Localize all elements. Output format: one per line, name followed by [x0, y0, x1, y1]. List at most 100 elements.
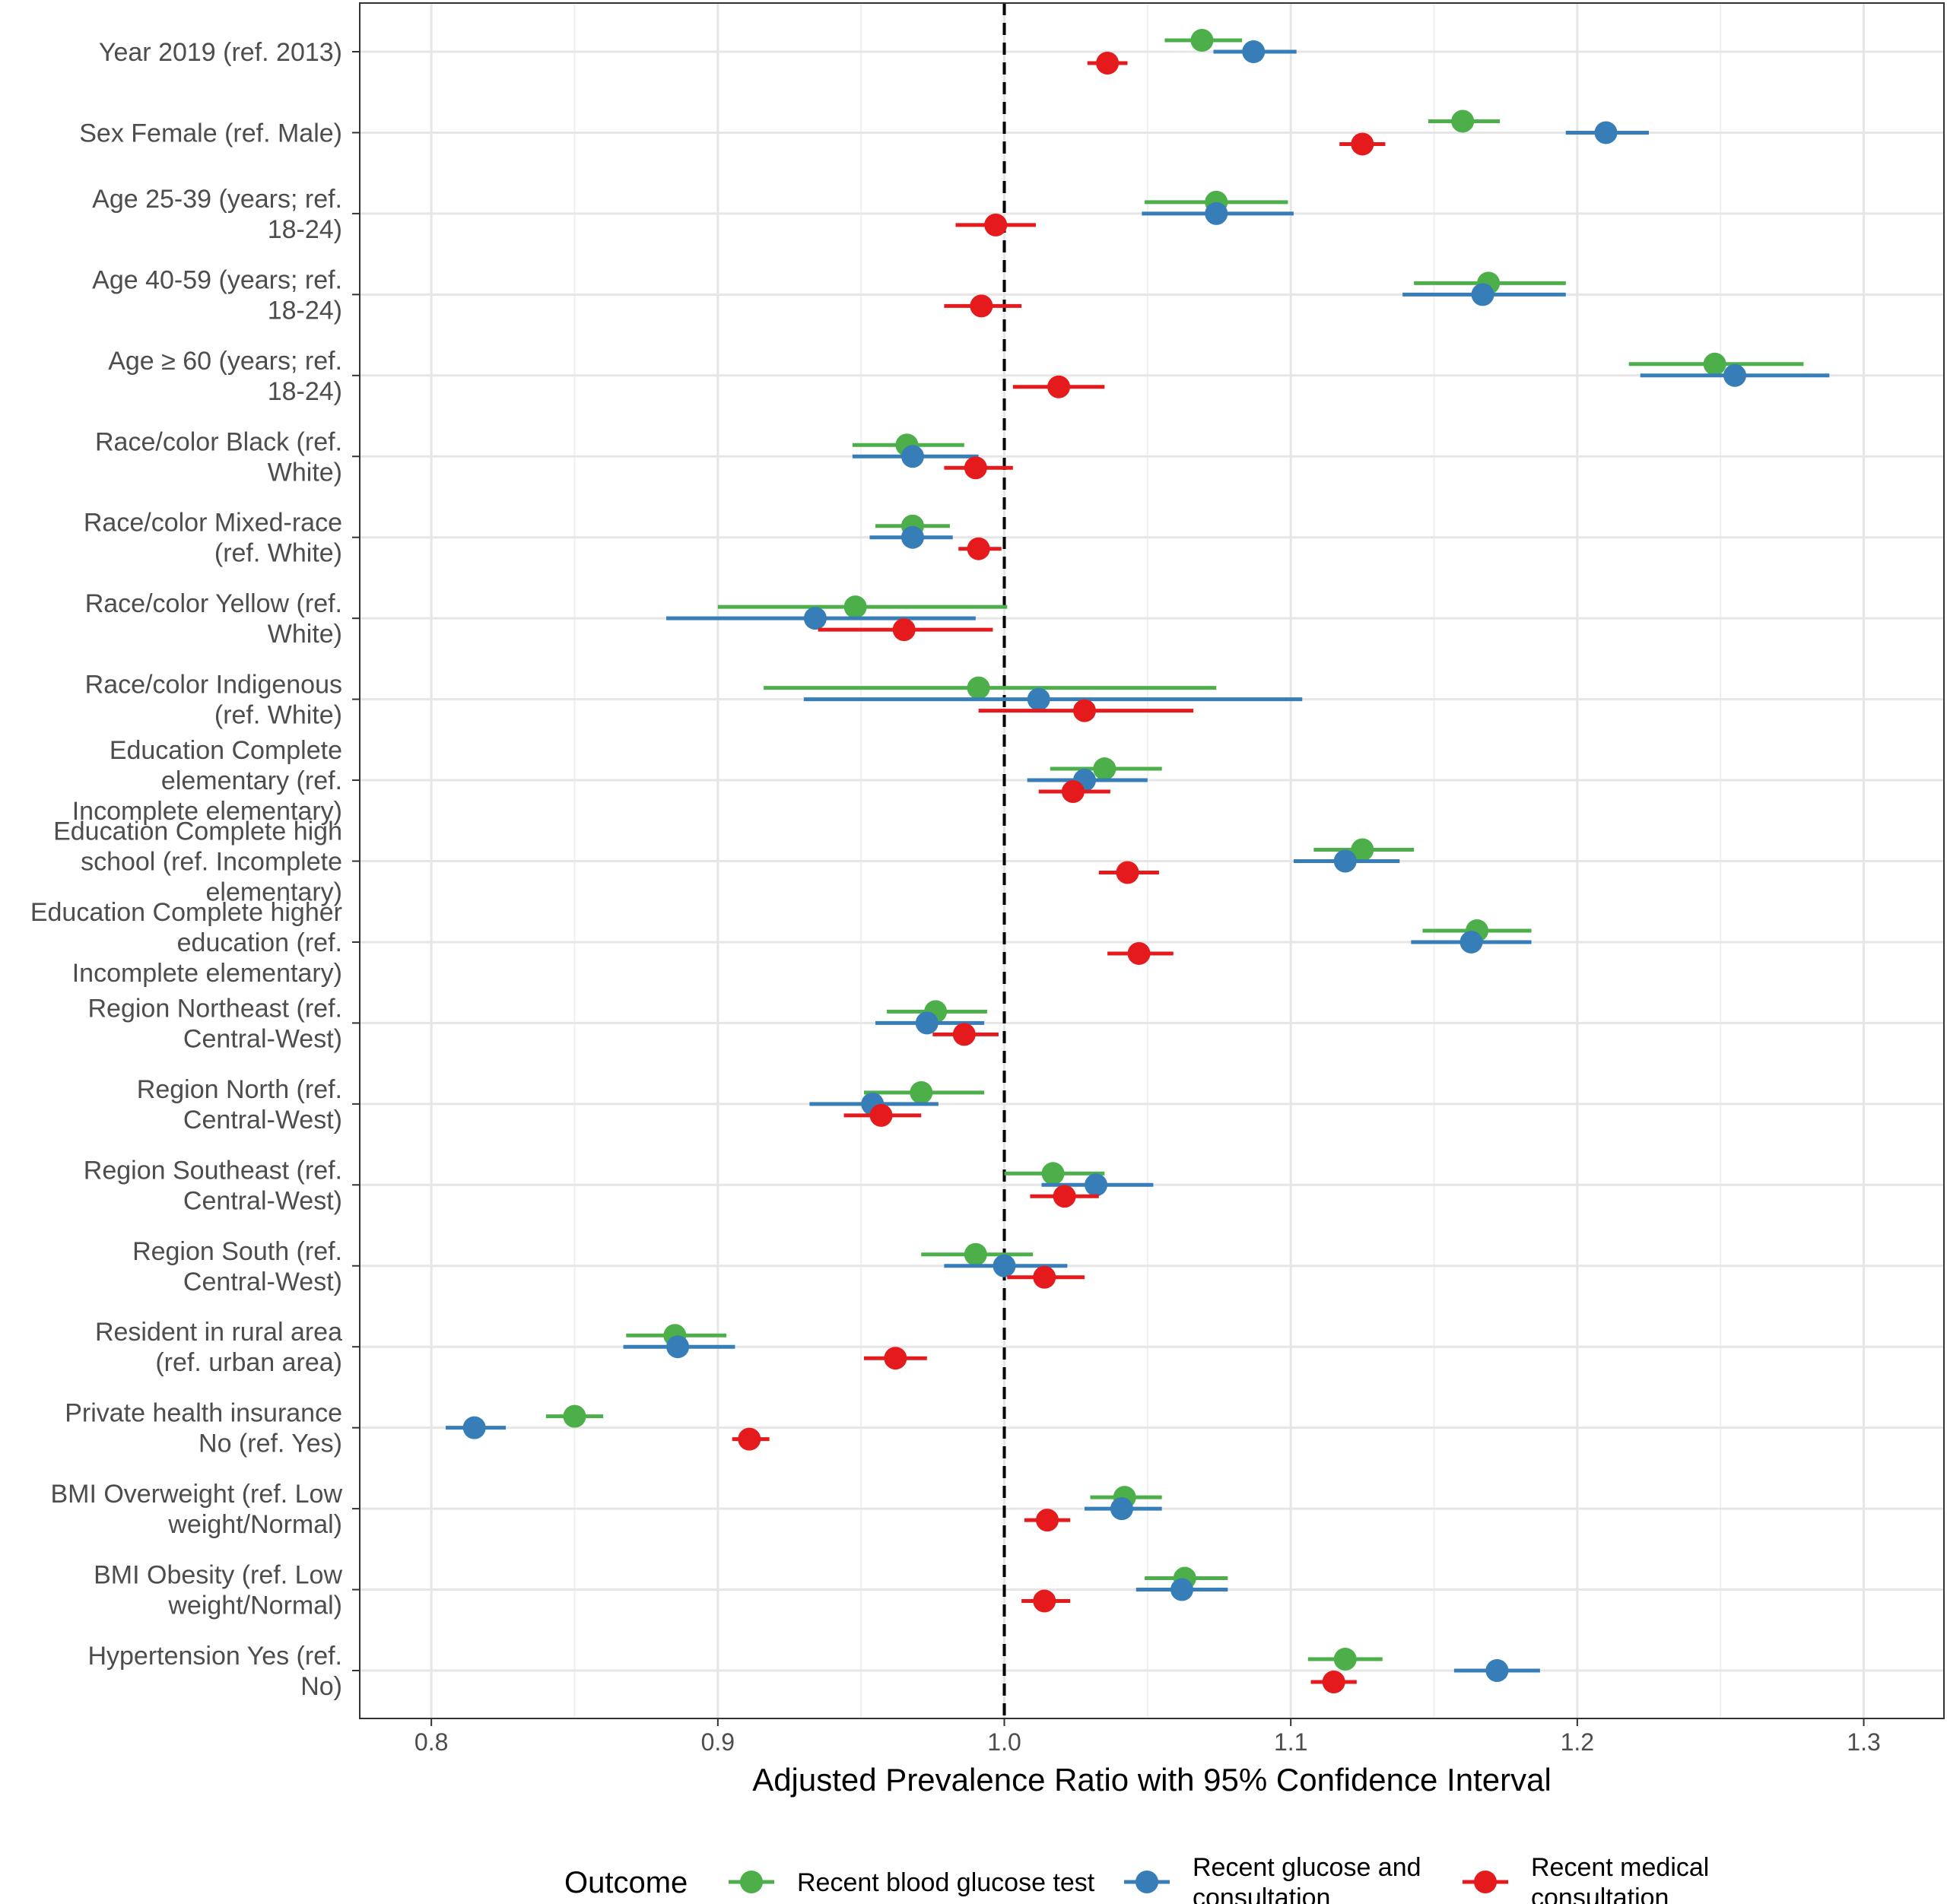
- x-tick-label: 1.3: [1847, 1728, 1880, 1756]
- estimate-point-glucose: [1451, 109, 1475, 133]
- y-tick-label: Incomplete elementary): [72, 797, 342, 826]
- y-tick-label: (ref. White): [214, 701, 342, 730]
- y-tick-label: Hypertension Yes (ref.: [87, 1642, 342, 1671]
- y-tick-label: Race/color Indigenous: [85, 671, 342, 700]
- x-tick-label: 1.0: [987, 1728, 1021, 1756]
- estimate-point-both: [462, 1416, 486, 1439]
- estimate-point-medical: [1053, 1185, 1076, 1208]
- y-tick-label: White): [268, 458, 342, 487]
- estimate-point-medical: [1033, 1589, 1056, 1613]
- y-tick-label: Central-West): [183, 1186, 342, 1215]
- y-tick-label: Year 2019 (ref. 2013): [99, 38, 342, 67]
- estimate-point-both: [1485, 1659, 1509, 1682]
- estimate-point-both: [1459, 930, 1483, 954]
- estimate-point-medical: [952, 1023, 976, 1046]
- legend-title: Outcome: [564, 1866, 688, 1899]
- estimate-point-both: [803, 607, 827, 630]
- estimate-point-both: [1723, 363, 1747, 387]
- y-tick-label: (ref. urban area): [155, 1348, 342, 1377]
- estimate-point-both: [666, 1335, 690, 1359]
- estimate-point-glucose: [1093, 757, 1116, 781]
- estimate-point-medical: [984, 213, 1008, 236]
- legend-key-point-medical: [1474, 1871, 1497, 1893]
- y-tick-label: weight/Normal): [167, 1510, 342, 1539]
- legend-label-glucose: Recent blood glucose test: [797, 1868, 1095, 1897]
- y-tick-label: Sex Female (ref. Male): [79, 119, 342, 148]
- estimate-point-medical: [964, 456, 987, 480]
- y-tick-label: Region Southeast (ref.: [84, 1156, 342, 1185]
- y-tick-label: 18-24): [268, 296, 342, 325]
- y-tick-label: Incomplete elementary): [72, 959, 342, 988]
- estimate-point-both: [900, 445, 924, 468]
- x-tick-label: 1.2: [1561, 1728, 1594, 1756]
- legend-label-both: Recent glucose and: [1193, 1853, 1421, 1882]
- estimate-point-medical: [1127, 941, 1151, 965]
- estimate-point-medical: [1061, 780, 1085, 804]
- estimate-point-medical: [967, 537, 990, 560]
- legend: Outcome Recent blood glucose test Recent g…: [564, 1853, 1709, 1904]
- y-tick-label: (ref. White): [214, 539, 342, 568]
- y-tick-label: Resident in rural area: [95, 1318, 342, 1347]
- y-tick-label: school (ref. Incomplete: [81, 848, 342, 877]
- y-tick-label: Education Complete high: [53, 817, 342, 846]
- y-tick-label: BMI Overweight (ref. Low: [50, 1480, 342, 1509]
- estimate-point-glucose: [910, 1081, 933, 1104]
- y-tick-label: Central-West): [183, 1024, 342, 1053]
- y-tick-label: Age ≥ 60 (years; ref.: [108, 347, 342, 376]
- estimate-point-both: [1110, 1497, 1133, 1521]
- estimate-point-both: [1242, 40, 1266, 63]
- x-tick-label: 0.9: [701, 1728, 735, 1756]
- estimate-point-medical: [970, 294, 993, 318]
- estimate-point-both: [915, 1011, 939, 1035]
- estimate-point-medical: [869, 1103, 893, 1127]
- estimate-point-glucose: [563, 1404, 586, 1428]
- data-marks: [446, 29, 1830, 1693]
- estimate-point-both: [1205, 202, 1228, 225]
- y-tick-label: Race/color Mixed-race: [84, 509, 342, 538]
- y-tick-label: Race/color Yellow (ref.: [85, 589, 342, 618]
- y-tick-label: BMI Obesity (ref. Low: [94, 1561, 342, 1590]
- y-tick-label: elementary (ref.: [161, 766, 342, 795]
- y-tick-label: No (ref. Yes): [199, 1430, 342, 1458]
- estimate-point-medical: [1322, 1671, 1345, 1693]
- estimate-point-both: [1471, 283, 1494, 306]
- y-tick-label: Central-West): [183, 1268, 342, 1296]
- estimate-point-glucose: [964, 1242, 987, 1266]
- y-tick-label: Race/color Black (ref.: [95, 427, 342, 456]
- estimate-point-both: [1594, 121, 1618, 144]
- legend-label-medical: consultation: [1531, 1883, 1669, 1904]
- estimate-point-medical: [1351, 132, 1374, 156]
- y-tick-label: Region Northeast (ref.: [88, 994, 343, 1023]
- estimate-point-medical: [1033, 1265, 1056, 1289]
- legend-key-point-glucose: [740, 1871, 763, 1893]
- legend-label-both: consultation: [1193, 1883, 1330, 1904]
- estimate-point-both: [993, 1254, 1016, 1277]
- estimate-point-medical: [884, 1347, 907, 1370]
- estimate-point-both: [1333, 849, 1357, 873]
- legend-label-medical: Recent medical: [1531, 1853, 1709, 1882]
- estimate-point-glucose: [967, 676, 990, 700]
- estimate-point-glucose: [1190, 29, 1214, 52]
- y-tick-label: White): [268, 620, 342, 649]
- x-tick-label: 1.1: [1274, 1728, 1307, 1756]
- estimate-point-both: [900, 525, 924, 549]
- estimate-point-glucose: [1703, 352, 1726, 376]
- y-tick-label: Region South (ref.: [132, 1237, 342, 1266]
- y-tick-label: No): [300, 1672, 342, 1701]
- estimate-point-both: [1170, 1578, 1194, 1601]
- y-tick-label: Private health insurance: [65, 1399, 342, 1428]
- estimate-point-glucose: [1041, 1162, 1065, 1185]
- estimate-point-medical: [1116, 861, 1139, 884]
- estimate-point-medical: [1072, 699, 1096, 722]
- x-tick-label: 0.8: [414, 1728, 448, 1756]
- y-tick-label: Region North (ref.: [137, 1075, 342, 1104]
- y-tick-label: Age 25-39 (years; ref.: [92, 185, 342, 214]
- y-tick-label: elementary): [205, 878, 342, 907]
- y-tick-label: 18-24): [268, 215, 342, 244]
- gridlines: [360, 3, 1944, 1718]
- estimate-point-medical: [892, 618, 916, 642]
- estimate-point-glucose: [1351, 838, 1374, 862]
